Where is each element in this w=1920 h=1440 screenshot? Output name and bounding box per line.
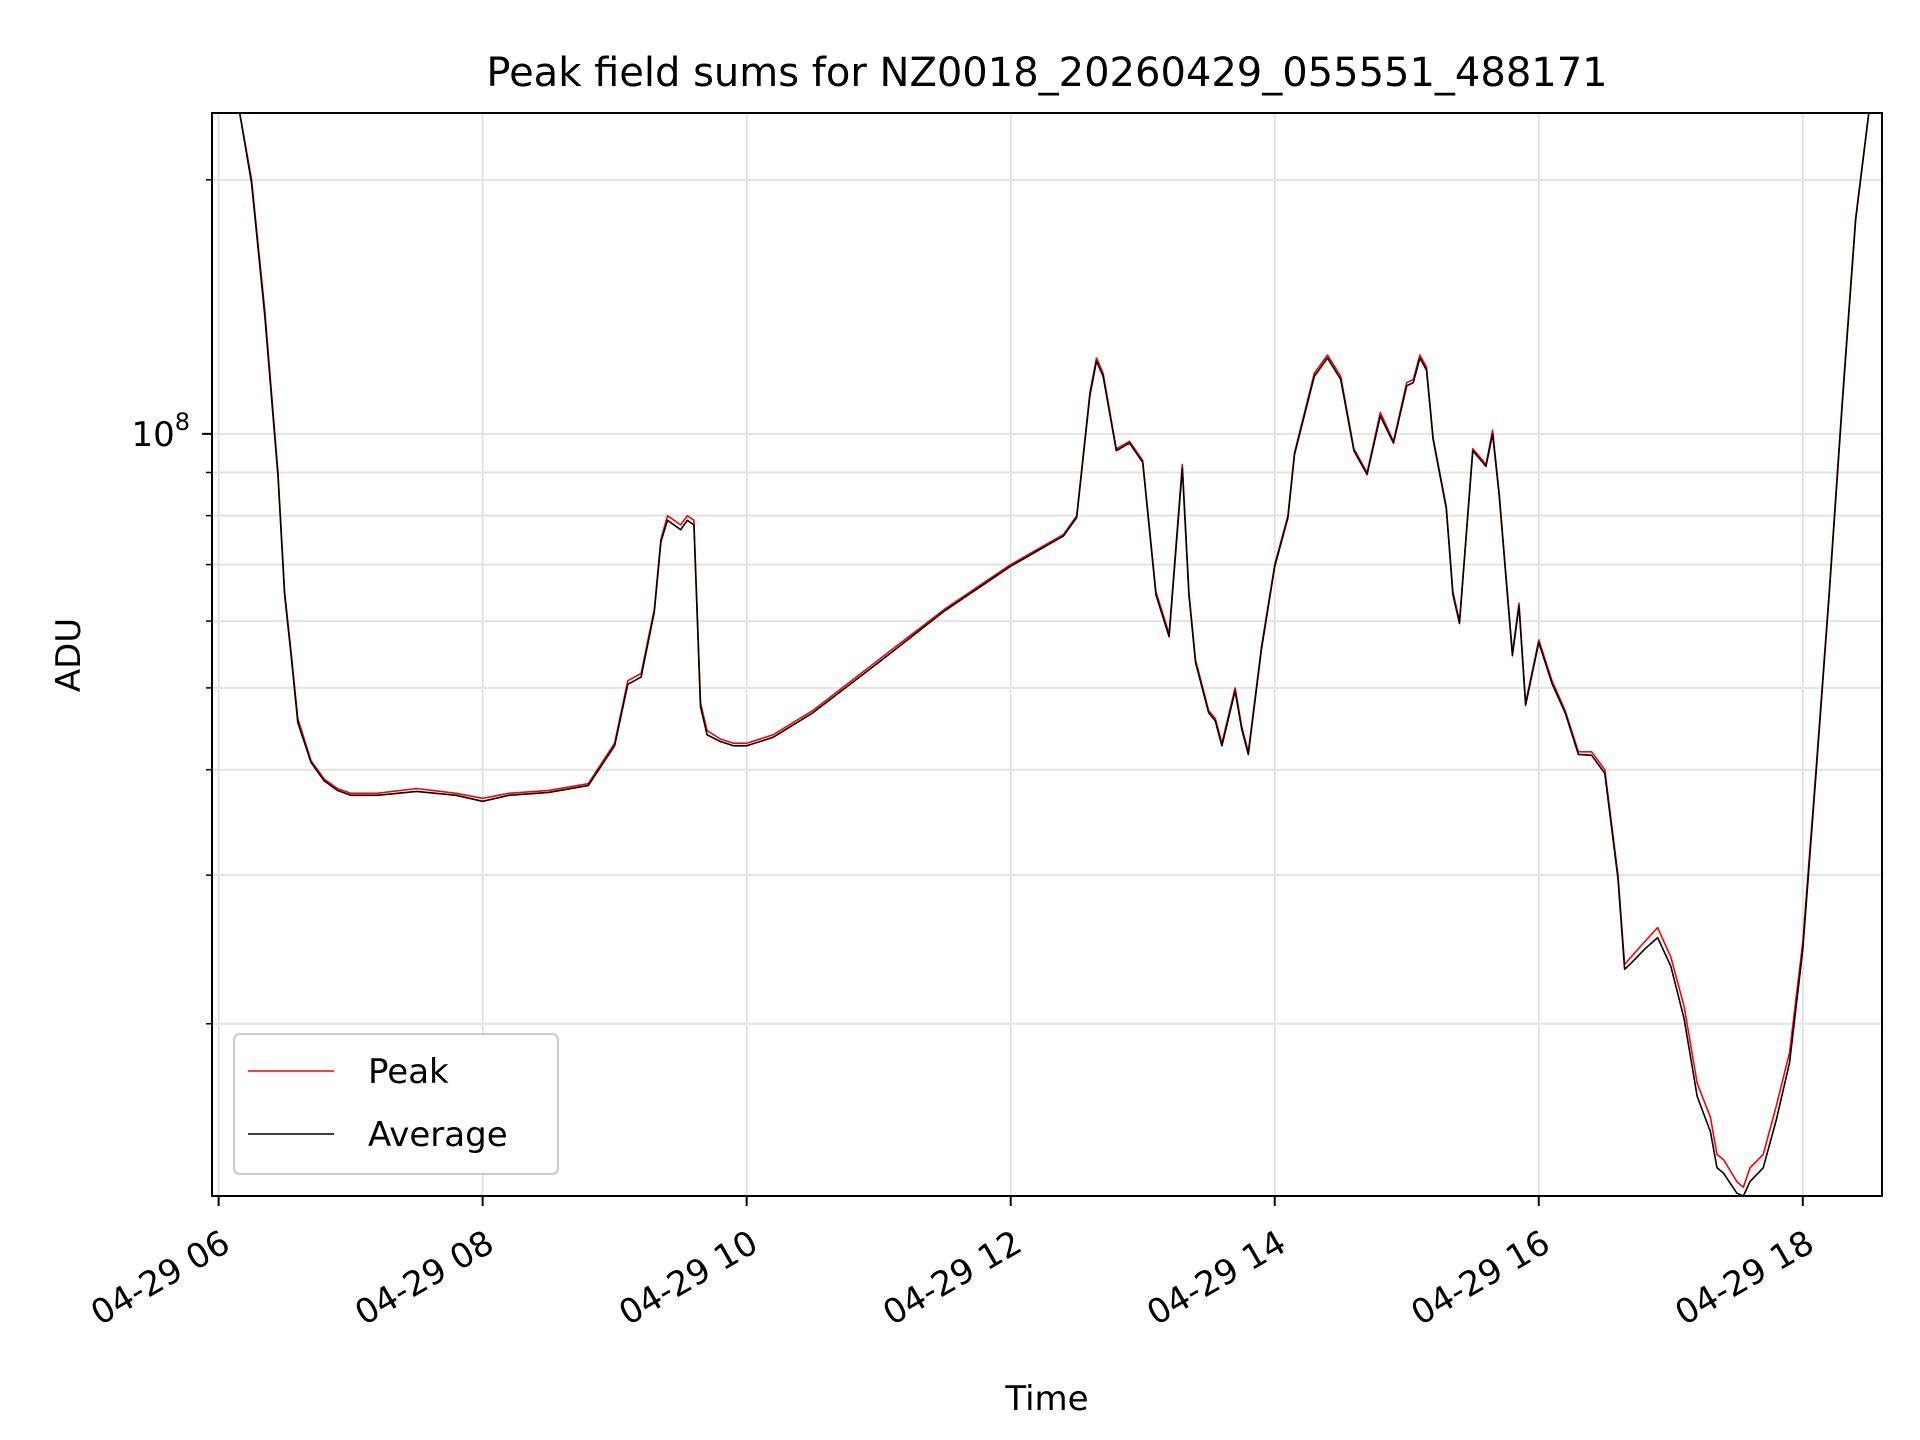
series-line-average bbox=[238, 113, 1870, 1196]
y-axis: 108 bbox=[131, 179, 212, 1025]
y-axis-label: ADU bbox=[49, 618, 89, 692]
legend-label-peak: Peak bbox=[368, 1052, 449, 1092]
x-axis-label: Time bbox=[1004, 1379, 1088, 1419]
plot-area-frame bbox=[211, 112, 1883, 1197]
chart-title: Peak field sums for NZ0018_20260429_0555… bbox=[486, 50, 1607, 96]
series-layer bbox=[238, 113, 1870, 1196]
legend-label-average: Average bbox=[368, 1115, 508, 1155]
legend-box bbox=[233, 1033, 559, 1175]
y-tick-label: 108 bbox=[131, 408, 190, 455]
legend: Peak Average bbox=[233, 1033, 559, 1175]
grid bbox=[212, 113, 1882, 1196]
